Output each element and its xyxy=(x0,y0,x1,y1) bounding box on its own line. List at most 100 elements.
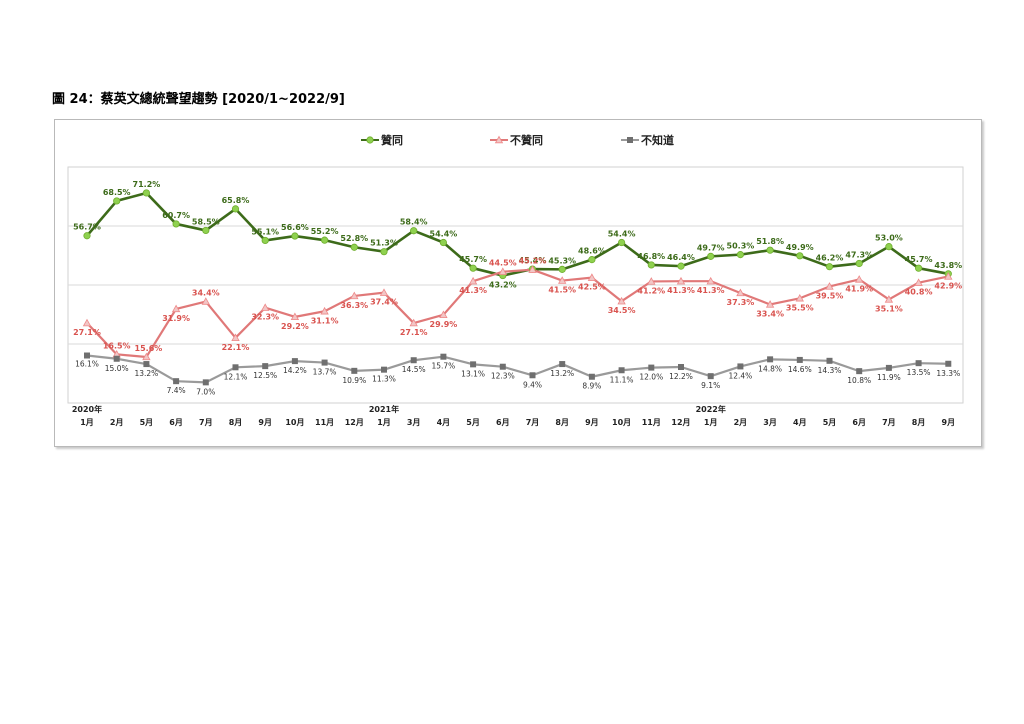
x-year-label: 2020年 xyxy=(72,404,102,414)
legend-label: 贊同 xyxy=(381,133,403,147)
data-point xyxy=(498,267,507,275)
data-point xyxy=(290,312,300,321)
data-point xyxy=(173,378,180,385)
data-label: 53.0% xyxy=(875,234,903,243)
series-line-2 xyxy=(86,268,949,359)
data-label: 45.3% xyxy=(548,256,576,265)
data-point xyxy=(647,277,656,285)
data-label: 55.1% xyxy=(251,227,279,236)
data-point xyxy=(379,288,389,296)
data-label: 12.0% xyxy=(639,373,663,382)
data-label: 13.7% xyxy=(313,368,337,377)
data-label: 58.4% xyxy=(400,218,428,227)
data-label: 48.6% xyxy=(578,247,606,256)
chart-svg: 贊同 不贊同 不知道 56.7%68.5%71.2%60.7%58.5%65.8%5… xyxy=(67,133,964,427)
data-label: 58.5% xyxy=(192,217,220,226)
data-label: 29.9% xyxy=(430,320,458,329)
data-label: 12.2% xyxy=(669,372,693,381)
data-label: 41.9% xyxy=(845,284,873,293)
data-point xyxy=(291,232,299,240)
legend-label: 不知道 xyxy=(641,133,674,147)
data-point xyxy=(320,236,329,244)
data-point xyxy=(201,297,210,305)
data-label: 34.4% xyxy=(192,289,220,298)
data-point xyxy=(231,205,240,213)
data-point xyxy=(469,264,477,272)
data-point xyxy=(766,246,774,254)
data-point xyxy=(202,226,210,235)
data-point xyxy=(529,372,536,379)
data-point xyxy=(558,265,566,273)
x-tick-label: 6月 xyxy=(496,418,510,427)
x-tick-label: 1月 xyxy=(80,418,94,427)
data-label: 56.6% xyxy=(281,223,309,232)
x-tick-label: 4月 xyxy=(437,418,451,427)
data-point xyxy=(113,197,121,205)
data-point xyxy=(826,357,833,364)
data-point xyxy=(351,367,358,374)
data-point xyxy=(945,360,952,367)
data-point xyxy=(885,364,892,371)
data-point xyxy=(291,358,298,365)
x-tick-label: 1月 xyxy=(377,418,391,427)
data-point xyxy=(677,262,685,270)
data-label: 32.3% xyxy=(251,313,279,322)
data-label: 45.7% xyxy=(905,255,933,264)
data-point xyxy=(499,363,506,370)
data-label: 7.0% xyxy=(196,387,215,396)
data-label: 14.6% xyxy=(788,365,812,374)
x-tick-label: 3月 xyxy=(763,418,777,427)
data-label: 41.2% xyxy=(637,286,665,295)
data-point xyxy=(737,363,744,370)
data-point xyxy=(736,251,745,259)
data-label: 55.2% xyxy=(311,227,339,236)
x-tick-label: 11月 xyxy=(315,418,334,427)
data-label: 13.2% xyxy=(550,369,574,378)
x-tick-label: 4月 xyxy=(793,418,807,427)
x-tick-label: 8月 xyxy=(555,418,569,427)
data-label: 41.3% xyxy=(697,286,725,295)
data-label: 10.8% xyxy=(847,376,871,385)
data-label: 37.4% xyxy=(370,298,398,307)
data-label: 14.2% xyxy=(283,366,307,375)
data-label: 22.1% xyxy=(222,343,250,352)
data-label: 37.3% xyxy=(727,298,755,307)
data-label: 52.8% xyxy=(340,234,368,243)
data-label: 44.5% xyxy=(489,259,517,268)
data-label: 46.2% xyxy=(816,254,844,263)
x-tick-label: 7月 xyxy=(199,418,213,427)
data-point xyxy=(855,259,863,268)
data-point xyxy=(143,361,150,368)
data-label: 51.3% xyxy=(370,239,398,248)
data-point xyxy=(617,296,626,305)
data-label: 54.4% xyxy=(430,230,458,239)
data-point xyxy=(232,364,239,371)
data-point xyxy=(736,288,745,297)
legend-swatch-marker xyxy=(494,135,504,144)
data-point xyxy=(647,261,655,269)
data-point xyxy=(171,304,181,313)
data-label: 27.1% xyxy=(400,328,428,337)
data-label: 43.2% xyxy=(489,281,517,290)
data-label: 54.4% xyxy=(608,230,636,239)
data-label: 10.9% xyxy=(342,376,366,385)
data-label: 13.5% xyxy=(907,368,931,377)
data-point xyxy=(618,367,625,374)
data-label: 9.1% xyxy=(701,381,720,390)
data-label: 47.3% xyxy=(845,250,873,259)
data-point xyxy=(559,361,566,368)
x-tick-label: 3月 xyxy=(407,418,421,427)
data-label: 15.7% xyxy=(431,362,455,371)
series-layer xyxy=(82,189,953,386)
data-point xyxy=(795,293,804,302)
chart-frame: 贊同 不贊同 不知道 56.7% 68.5% 71.2% 60.7% 58.5% 65.8% 5… xyxy=(54,119,982,447)
data-point xyxy=(350,291,359,300)
data-point xyxy=(82,318,92,327)
data-label: 71.2% xyxy=(133,180,161,189)
data-point xyxy=(410,357,417,364)
x-tick-label: 5月 xyxy=(140,418,154,427)
data-label: 11.1% xyxy=(610,375,634,384)
data-label: 68.5% xyxy=(103,188,131,197)
data-point xyxy=(617,238,626,247)
data-point xyxy=(707,252,715,260)
